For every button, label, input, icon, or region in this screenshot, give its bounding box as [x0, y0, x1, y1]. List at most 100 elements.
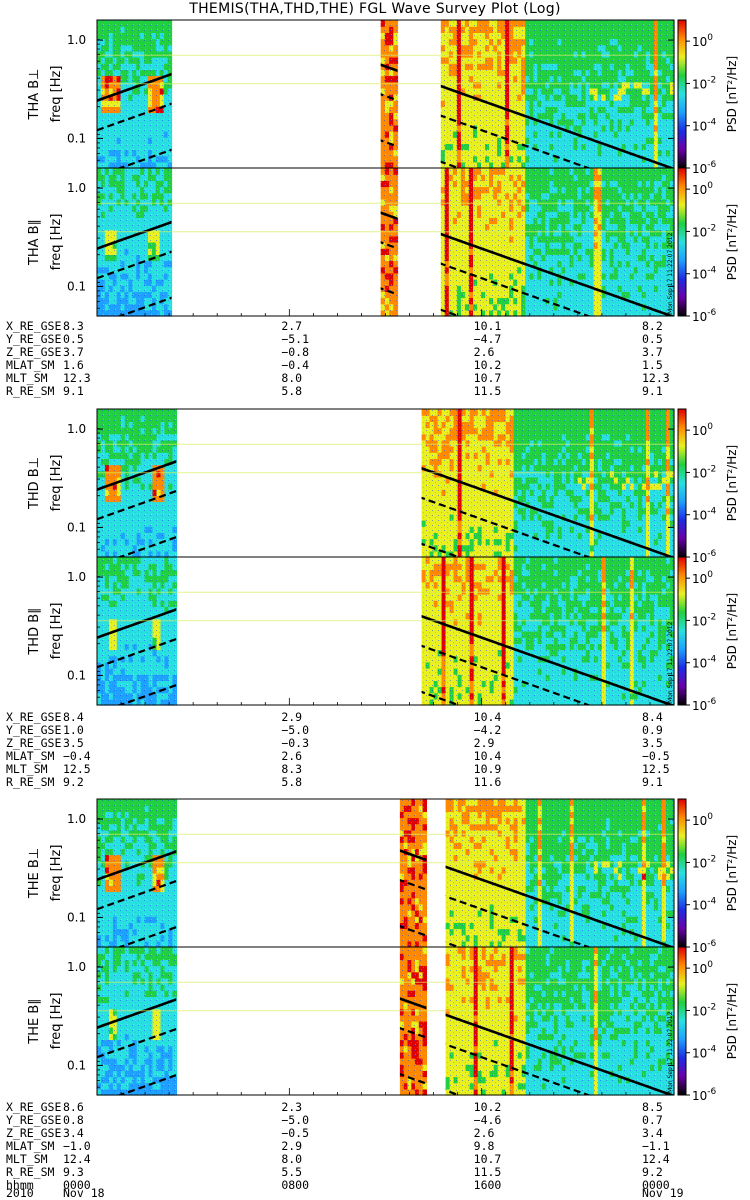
colorbar-tick-label: 10-6 — [692, 1087, 717, 1103]
x-date-end: Nov 19 — [642, 1186, 684, 1200]
y-tick-label: 1.0 — [67, 570, 86, 584]
ephemeris-value: 3.5 — [63, 736, 84, 750]
creation-stamp: Mon Sep 17 11:22:07 2012 — [667, 232, 674, 314]
ephemeris-row-name: MLT_SM — [6, 1152, 48, 1166]
ephemeris-value: 2.9 — [281, 1139, 302, 1153]
ephemeris-value: 0.9 — [642, 723, 663, 737]
y-axis-label: freq [Hz] — [49, 845, 64, 902]
ephemeris-value: −5.1 — [281, 332, 309, 346]
ephemeris-value: 9.1 — [642, 775, 663, 789]
ephemeris-value: −0.4 — [281, 358, 309, 372]
ephemeris-value: 8.4 — [63, 710, 84, 724]
ephemeris-value: −0.5 — [642, 749, 670, 763]
colorbar-label: PSD [nT²/Hz] — [725, 835, 739, 911]
ephemeris-value: 10.2 — [474, 1100, 502, 1114]
colorbar-label: PSD [nT²/Hz] — [725, 204, 739, 280]
ephemeris-value: 9.2 — [642, 1165, 663, 1179]
ephemeris-row-name: MLAT_SM — [6, 1139, 55, 1153]
y-axis-label: freq [Hz] — [49, 214, 64, 271]
y-axis-label: freq [Hz] — [49, 993, 64, 1050]
ephemeris-row-name: Y_RE_GSE — [6, 723, 61, 737]
x-tick-label: 0800 — [281, 1178, 309, 1192]
ephemeris-row-name: X_RE_GSE — [6, 1100, 61, 1114]
colorbar: 100 10-2 10-4 10-6 — [677, 946, 717, 1103]
colorbar-scale — [677, 167, 687, 317]
ephemeris-value: 12.3 — [63, 371, 91, 385]
y-tick-label: 0.1 — [67, 131, 86, 145]
ephemeris-value: 0.5 — [63, 332, 84, 346]
y-tick-label: 1.0 — [67, 812, 86, 826]
ephemeris-value: 10.1 — [474, 319, 502, 333]
ephemeris-value: 2.6 — [474, 345, 495, 359]
y-tick-label: 0.1 — [67, 279, 86, 293]
ephemeris-value: 9.8 — [474, 1139, 495, 1153]
ephemeris-value: 10.7 — [474, 1152, 502, 1166]
y-tick-label: 0.1 — [67, 1058, 86, 1072]
ephemeris-value: 8.3 — [63, 319, 84, 333]
colorbar-tick-label: 100 — [692, 422, 713, 438]
ephemeris-value: 3.7 — [63, 345, 84, 359]
ephemeris-value: 12.4 — [642, 1152, 670, 1166]
ephemeris-value: 2.7 — [281, 319, 302, 333]
ephemeris-value: 8.0 — [281, 371, 302, 385]
ephemeris-value: 8.5 — [642, 1100, 663, 1114]
spectrogram-panel-thd-perp — [96, 408, 675, 558]
y-tick-label: 0.1 — [67, 668, 86, 682]
x-date-year: 2010 — [6, 1186, 34, 1200]
colorbar: 100 10-2 10-4 10-6 — [677, 19, 717, 176]
ephemeris-value: 3.5 — [642, 736, 663, 750]
ephemeris-value: 2.3 — [281, 1100, 302, 1114]
ephemeris-value: 12.5 — [63, 762, 91, 776]
colorbar-tick-label: 10-4 — [692, 266, 717, 282]
x-tick-label: 0000 — [63, 1178, 91, 1192]
colorbar-tick-label: 10-6 — [692, 939, 717, 955]
colorbar-tick-label: 10-4 — [692, 118, 717, 134]
data-interval — [445, 799, 675, 948]
ephemeris-row-name: R_RE_SM — [6, 1165, 55, 1179]
spectrogram-panel-tha-par — [96, 167, 675, 317]
ephemeris-value: 3.4 — [642, 1126, 663, 1140]
panel-label: THA B∥ — [27, 219, 42, 266]
ephemeris-value: 1.6 — [63, 358, 84, 372]
ephemeris-value: −1.1 — [642, 1139, 670, 1153]
colorbar-label: PSD [nT²/Hz] — [725, 445, 739, 521]
ephemeris-value: 0.7 — [642, 1113, 663, 1127]
panel-label: THE B∥ — [27, 998, 42, 1044]
data-interval — [380, 20, 399, 169]
panel-label: THA B⊥ — [27, 69, 42, 121]
data-interval — [421, 557, 675, 706]
colorbar-label: PSD [nT²/Hz] — [725, 593, 739, 669]
ephemeris-value: 12.5 — [642, 762, 670, 776]
ephemeris-value: 9.3 — [63, 1165, 84, 1179]
ephemeris-value: 5.8 — [281, 384, 302, 398]
ephemeris-value: 8.2 — [642, 319, 663, 333]
ephemeris-value: 5.5 — [281, 1165, 302, 1179]
y-tick-label: 0.1 — [67, 520, 86, 534]
spectrogram-panel-the-perp — [96, 798, 675, 948]
ephemeris-value: 1.5 — [642, 358, 663, 372]
ephemeris-value: 9.1 — [63, 384, 84, 398]
y-tick-label: 1.0 — [67, 181, 86, 195]
ephemeris-value: 11.5 — [474, 384, 502, 398]
colorbar-tick-label: 100 — [692, 570, 713, 586]
ephemeris-row-name: MLAT_SM — [6, 749, 55, 763]
ephemeris-row-name: MLT_SM — [6, 371, 48, 385]
creation-stamp: Mon Sep 17 11:22:07 2012 — [667, 621, 674, 703]
colorbar-tick-label: 10-2 — [692, 854, 716, 870]
data-interval — [380, 168, 399, 317]
colorbar-tick-label: 10-2 — [692, 223, 716, 239]
colorbar: 100 10-2 10-4 10-6 — [677, 408, 717, 565]
colorbar-label: PSD [nT²/Hz] — [725, 983, 739, 1059]
ephemeris-value: 11.5 — [474, 1165, 502, 1179]
ephemeris-row-name: Z_RE_GSE — [6, 1126, 61, 1140]
colorbar-scale — [677, 408, 687, 558]
colorbar-scale — [677, 946, 687, 1096]
panel-label: THE B⊥ — [27, 848, 42, 899]
data-interval — [445, 947, 675, 1096]
ephemeris-value: −4.6 — [474, 1113, 502, 1127]
colorbar-tick-label: 10-6 — [692, 308, 717, 324]
panel-label: THD B⊥ — [27, 457, 42, 510]
y-axis-label: freq [Hz] — [49, 66, 64, 123]
ephemeris-value: −4.2 — [474, 723, 502, 737]
